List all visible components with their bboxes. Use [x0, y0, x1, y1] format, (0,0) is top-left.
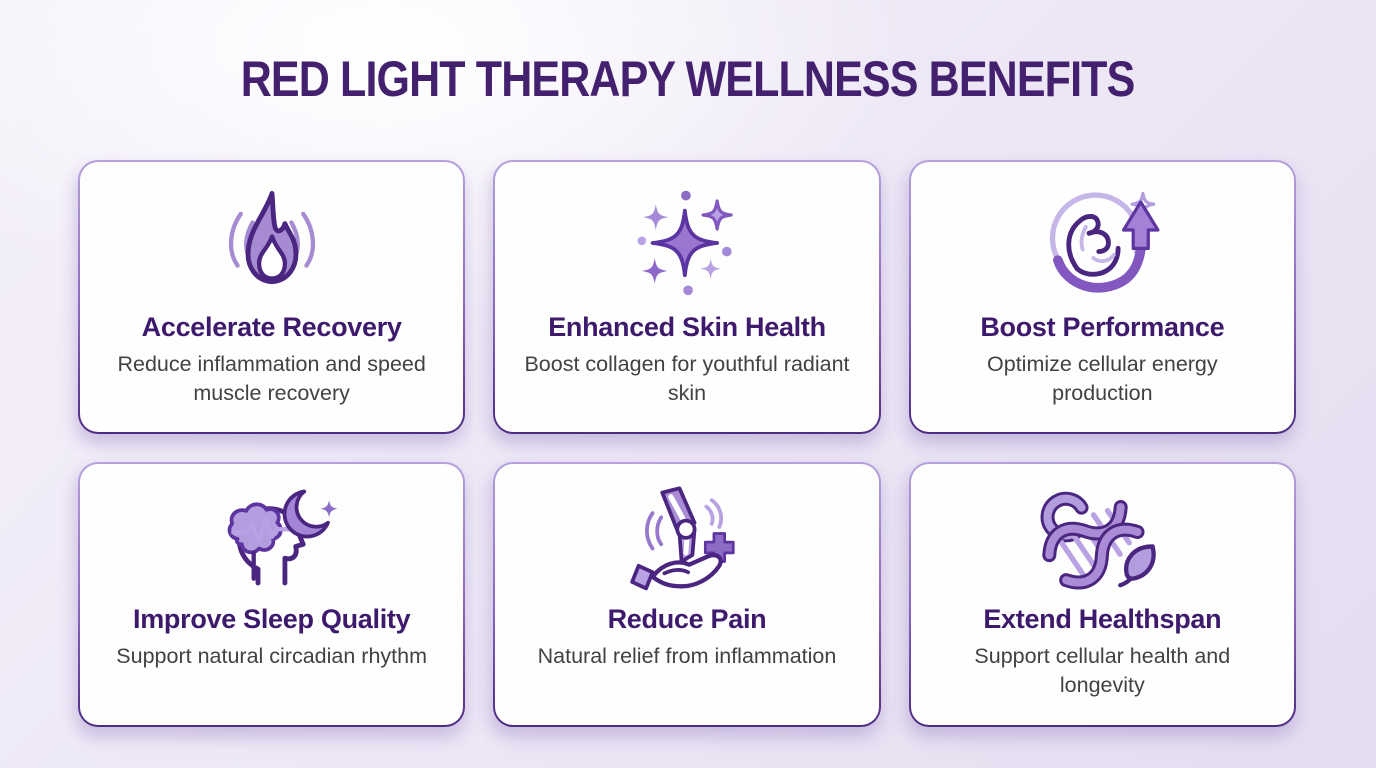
card-inner: Enhanced Skin Health Boost collagen for …	[495, 162, 879, 432]
benefit-card-reduce-pain: Reduce Pain Natural relief from inflamma…	[493, 462, 881, 727]
sparkles-icon	[617, 184, 757, 302]
card-title: Extend Healthspan	[983, 604, 1222, 634]
card-title: Improve Sleep Quality	[133, 604, 411, 634]
benefit-card-accelerate-recovery: Accelerate Recovery Reduce inflammation …	[78, 160, 466, 434]
benefit-card-extend-healthspan: Extend Healthspan Support cellular healt…	[908, 462, 1296, 727]
benefit-card-improve-sleep-quality: Improve Sleep Quality Support natural ci…	[78, 462, 466, 727]
card-description: Natural relief from inflammation	[537, 644, 837, 668]
card-description: Reduce inflammation and speed muscle rec…	[117, 352, 426, 406]
card-title: Enhanced Skin Health	[548, 312, 826, 342]
card-inner: Extend Healthspan Support cellular healt…	[910, 464, 1294, 725]
card-title: Accelerate Recovery	[141, 312, 402, 342]
benefit-card-enhanced-skin-health: Enhanced Skin Health Boost collagen for …	[493, 160, 881, 434]
dna-leaf-icon	[1032, 486, 1172, 594]
head-moon-icon	[202, 486, 342, 594]
card-inner: Reduce Pain Natural relief from inflamma…	[495, 464, 879, 725]
card-title: Reduce Pain	[607, 604, 767, 634]
benefits-grid: Accelerate Recovery Reduce inflammation …	[78, 160, 1296, 727]
hand-joint-icon	[617, 485, 757, 594]
benefit-card-boost-performance: Boost Performance Optimize cellular ener…	[908, 160, 1296, 434]
card-description: Optimize cellular energy production	[987, 352, 1218, 406]
card-inner: Boost Performance Optimize cellular ener…	[910, 162, 1294, 432]
card-title: Boost Performance	[980, 312, 1225, 342]
page-title: RED LIGHT THERAPY WELLNESS BENEFITS	[241, 51, 1136, 107]
muscle-arrow-icon	[1032, 184, 1172, 302]
card-description: Support natural circadian rhythm	[116, 644, 428, 668]
flame-icon	[202, 184, 342, 302]
card-inner: Improve Sleep Quality Support natural ci…	[80, 464, 464, 725]
card-inner: Accelerate Recovery Reduce inflammation …	[80, 162, 464, 432]
card-description: Support cellular health and longevity	[974, 644, 1231, 698]
card-description: Boost collagen for youthful radiant skin	[524, 352, 850, 406]
page-header: RED LIGHT THERAPY WELLNESS BENEFITS	[0, 50, 1376, 108]
